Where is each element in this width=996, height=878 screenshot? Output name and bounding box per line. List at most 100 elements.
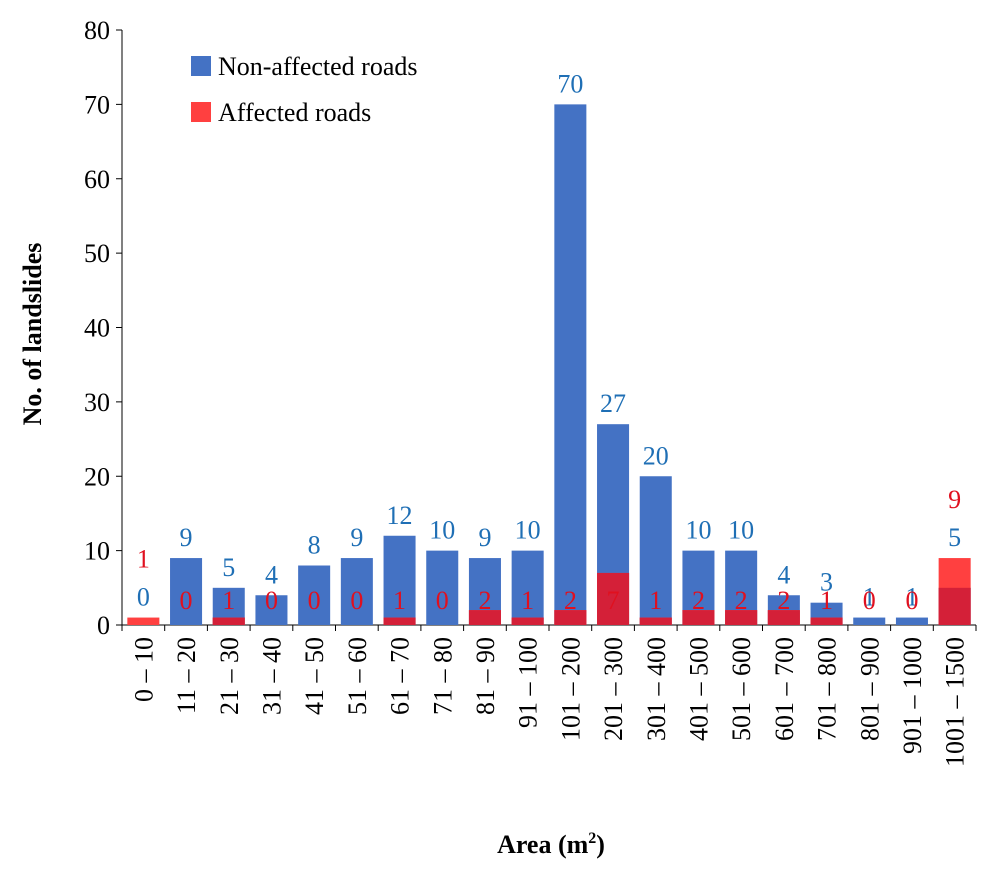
bar-overlap bbox=[810, 617, 843, 625]
y-axis-title: No. of landslides bbox=[18, 243, 47, 426]
bar-overlap bbox=[682, 610, 715, 625]
bar-non-affected bbox=[340, 558, 373, 625]
bar-overlap bbox=[511, 617, 544, 625]
y-tick-label: 70 bbox=[84, 90, 110, 119]
y-tick-label: 10 bbox=[84, 537, 110, 566]
value-label-affected: 0 bbox=[905, 586, 918, 615]
x-axis-title: Area (m2) bbox=[497, 830, 605, 859]
bar-non-affected bbox=[853, 617, 886, 625]
value-label-non-affected: 9 bbox=[478, 523, 491, 552]
value-label-affected: 0 bbox=[350, 586, 363, 615]
y-tick-label: 80 bbox=[84, 16, 110, 45]
legend-label-non-affected: Non-affected roads bbox=[218, 52, 417, 81]
value-label-affected: 0 bbox=[180, 586, 193, 615]
bar-non-affected bbox=[511, 550, 544, 625]
value-label-non-affected: 4 bbox=[265, 560, 278, 589]
value-label-non-affected: 12 bbox=[387, 501, 413, 530]
legend-swatch-affected bbox=[191, 102, 211, 122]
value-label-non-affected: 20 bbox=[643, 441, 669, 470]
value-label-affected: 1 bbox=[820, 586, 833, 615]
bar-non-affected bbox=[554, 104, 587, 625]
value-label-affected: 1 bbox=[521, 586, 534, 615]
x-tick-labels: 0 – 10 11 – 20 21 – 30 31 – 40 41 – 50 51 – 6… bbox=[129, 637, 969, 767]
x-axis-title-main: Area (m bbox=[497, 830, 589, 859]
y-tick-label: 60 bbox=[84, 165, 110, 194]
x-tick-label: 91 – 100 bbox=[514, 637, 543, 728]
x-tick-label: 101 – 200 bbox=[556, 637, 585, 741]
value-label-non-affected: 70 bbox=[557, 69, 583, 98]
x-tick-label: 901 – 1000 bbox=[898, 637, 927, 754]
bar-overlap bbox=[597, 572, 630, 625]
bar-overlap bbox=[767, 610, 800, 625]
value-label-affected: 1 bbox=[393, 586, 406, 615]
value-labels: 0190514080901211009210170227720110210242… bbox=[137, 69, 961, 615]
value-label-non-affected: 8 bbox=[308, 531, 321, 560]
x-tick-label: 31 – 40 bbox=[257, 637, 286, 715]
y-axis bbox=[116, 29, 123, 626]
value-label-affected: 0 bbox=[863, 586, 876, 615]
x-tick-label: 21 – 30 bbox=[215, 637, 244, 715]
value-label-non-affected: 9 bbox=[180, 523, 193, 552]
bar-overlap bbox=[383, 617, 416, 625]
y-tick-label: 0 bbox=[97, 611, 110, 640]
x-tick-label: 801 – 900 bbox=[855, 637, 884, 741]
value-label-affected: 0 bbox=[436, 586, 449, 615]
x-tick-label: 0 – 10 bbox=[129, 637, 158, 702]
bar-overlap bbox=[554, 610, 587, 625]
bar-non-affected bbox=[255, 595, 288, 625]
value-label-affected: 2 bbox=[777, 586, 790, 615]
y-tick-label: 20 bbox=[84, 462, 110, 491]
bar-non-affected bbox=[639, 476, 672, 625]
x-axis-title-superscript: 2 bbox=[588, 830, 596, 847]
bar-non-affected bbox=[895, 617, 928, 625]
x-tick-label: 601 – 700 bbox=[770, 637, 799, 741]
value-label-non-affected: 5 bbox=[948, 523, 961, 552]
bar-overlap bbox=[639, 617, 672, 625]
x-axis bbox=[121, 624, 977, 631]
value-label-affected: 1 bbox=[222, 586, 235, 615]
x-tick-label: 61 – 70 bbox=[386, 637, 415, 715]
value-label-non-affected: 4 bbox=[777, 560, 790, 589]
value-label-affected: 2 bbox=[478, 586, 491, 615]
bar-affected bbox=[127, 617, 160, 625]
value-label-affected: 0 bbox=[265, 586, 278, 615]
value-label-non-affected: 0 bbox=[137, 583, 150, 612]
value-label-non-affected: 1 bbox=[905, 583, 918, 612]
x-tick-label: 71 – 80 bbox=[428, 637, 457, 715]
x-tick-label: 41 – 50 bbox=[300, 637, 329, 715]
value-label-affected: 9 bbox=[948, 485, 961, 514]
value-label-non-affected: 5 bbox=[222, 553, 235, 582]
bar-overlap bbox=[468, 610, 501, 625]
x-tick-label: 701 – 800 bbox=[813, 637, 842, 741]
value-label-non-affected: 1 bbox=[863, 583, 876, 612]
legend: Non-affected roads Affected roads bbox=[191, 52, 417, 127]
value-label-affected: 0 bbox=[308, 586, 321, 615]
x-tick-label: 11 – 20 bbox=[172, 637, 201, 714]
value-label-non-affected: 10 bbox=[515, 516, 541, 545]
x-axis-title-close: ) bbox=[596, 830, 605, 859]
y-tick-labels: 0 10 20 30 40 50 60 70 80 bbox=[84, 16, 110, 640]
y-tick-label: 30 bbox=[84, 388, 110, 417]
bars bbox=[127, 104, 971, 625]
value-label-affected: 2 bbox=[692, 586, 705, 615]
bar-non-affected bbox=[383, 535, 416, 625]
x-tick-label: 201 – 300 bbox=[599, 637, 628, 741]
x-tick-label: 401 – 500 bbox=[684, 637, 713, 741]
value-label-non-affected: 9 bbox=[350, 523, 363, 552]
bar-non-affected bbox=[426, 550, 459, 625]
value-label-affected: 2 bbox=[564, 586, 577, 615]
value-label-non-affected: 10 bbox=[429, 516, 455, 545]
value-label-affected: 1 bbox=[649, 586, 662, 615]
bar-overlap bbox=[212, 617, 245, 625]
bar-non-affected bbox=[170, 558, 203, 625]
bar-overlap bbox=[725, 610, 758, 625]
x-tick-label: 1001 – 1500 bbox=[941, 637, 970, 767]
y-tick-label: 50 bbox=[84, 239, 110, 268]
value-label-affected: 1 bbox=[137, 545, 150, 574]
bar-overlap bbox=[938, 587, 971, 625]
legend-swatch-non-affected bbox=[191, 56, 211, 76]
value-label-non-affected: 10 bbox=[685, 516, 711, 545]
legend-label-affected: Affected roads bbox=[218, 98, 371, 127]
y-tick-label: 40 bbox=[84, 314, 110, 343]
